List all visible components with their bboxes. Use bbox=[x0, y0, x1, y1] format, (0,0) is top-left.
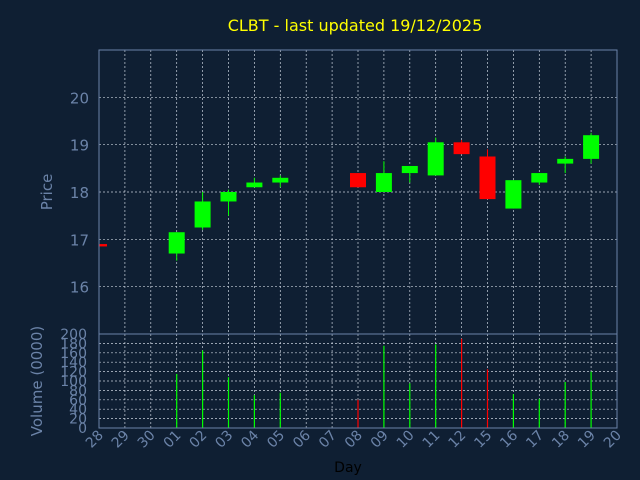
candle-body bbox=[583, 135, 600, 159]
candle bbox=[350, 173, 366, 188]
candle bbox=[98, 244, 107, 247]
x-tick-label: 05 bbox=[264, 428, 288, 452]
candle bbox=[194, 192, 211, 230]
price-tick-label: 17 bbox=[70, 231, 89, 249]
candle-body bbox=[505, 180, 522, 209]
price-axis-label: Price bbox=[38, 174, 56, 211]
price-grid bbox=[99, 50, 617, 334]
candle bbox=[246, 177, 263, 188]
candle-body bbox=[531, 173, 548, 183]
x-tick-label: 29 bbox=[109, 428, 133, 452]
candle-body bbox=[194, 201, 211, 228]
x-tick-label: 19 bbox=[575, 428, 599, 452]
volume-tick-label: 100 bbox=[60, 374, 87, 390]
x-tick-label: 03 bbox=[212, 428, 236, 452]
candle-body bbox=[375, 173, 392, 192]
candle-body bbox=[99, 244, 107, 247]
volume-tick-label: 200 bbox=[60, 327, 87, 343]
candle-body bbox=[168, 232, 185, 254]
candle-body bbox=[220, 192, 237, 202]
candle bbox=[557, 156, 574, 174]
x-tick-label: 10 bbox=[394, 428, 418, 452]
x-tick-label: 09 bbox=[368, 428, 392, 452]
candle-body bbox=[350, 173, 366, 188]
candle bbox=[583, 132, 600, 164]
candle-body bbox=[427, 142, 444, 176]
x-tick-label: 08 bbox=[342, 428, 366, 452]
x-tick-labels: 28 29 30 01 02 03 04 05 06 07 08 09 10 11 12 15 16 17 18 19… bbox=[83, 427, 625, 451]
candle bbox=[453, 139, 470, 155]
chart-title: CLBT - last updated 19/12/2025 bbox=[228, 16, 483, 35]
candle bbox=[479, 149, 496, 200]
volume-tick-label: 120 bbox=[60, 365, 87, 381]
candle bbox=[401, 165, 418, 183]
x-tick-label: 04 bbox=[238, 427, 262, 451]
price-tick-labels: 16 17 18 19 20 bbox=[70, 89, 89, 296]
candles bbox=[98, 132, 600, 261]
volume-axis-label: Volume (0000) bbox=[28, 326, 46, 436]
volume-tick-label: 20 bbox=[69, 412, 87, 428]
volume-tick-label: 80 bbox=[69, 383, 87, 399]
x-axis-label: Day bbox=[334, 460, 362, 476]
price-tick-label: 20 bbox=[70, 89, 89, 107]
volume-tick-label: 40 bbox=[69, 402, 87, 418]
candle-body bbox=[246, 182, 263, 188]
x-tick-label: 15 bbox=[471, 428, 495, 452]
candle bbox=[168, 232, 185, 261]
volume-plot-frame bbox=[98, 333, 618, 429]
x-tick-label: 12 bbox=[446, 428, 470, 452]
candle bbox=[375, 161, 392, 192]
x-tick-label: 18 bbox=[549, 428, 573, 452]
x-tick-label: 06 bbox=[290, 427, 314, 451]
candle-body bbox=[557, 158, 574, 164]
price-tick-label: 16 bbox=[70, 279, 89, 297]
volume-tick-label: 0 bbox=[78, 421, 87, 437]
x-tick-label: 16 bbox=[497, 427, 521, 451]
x-tick-label: 17 bbox=[523, 428, 547, 452]
candle-body bbox=[272, 177, 289, 183]
candle-body bbox=[401, 165, 418, 174]
candle bbox=[272, 175, 289, 188]
x-tick-label: 01 bbox=[161, 428, 185, 452]
price-tick-label: 18 bbox=[70, 184, 89, 202]
volume-tick-label: 160 bbox=[60, 346, 87, 362]
candle bbox=[531, 173, 548, 185]
x-tick-label: 07 bbox=[316, 428, 340, 452]
volume-bars bbox=[176, 338, 592, 428]
volume-tick-label: 60 bbox=[69, 393, 87, 409]
candle-body bbox=[479, 156, 496, 200]
x-tick-label: 30 bbox=[135, 428, 159, 452]
x-tick-label: 20 bbox=[601, 428, 625, 452]
candle bbox=[220, 189, 237, 216]
candle bbox=[505, 180, 522, 209]
x-tick-label: 02 bbox=[187, 428, 211, 452]
x-tick-label: 11 bbox=[420, 428, 444, 452]
price-tick-label: 19 bbox=[70, 137, 89, 155]
candle bbox=[427, 137, 444, 176]
volume-tick-label: 140 bbox=[60, 355, 87, 371]
volume-tick-label: 180 bbox=[60, 336, 87, 352]
candle-body bbox=[453, 142, 470, 155]
